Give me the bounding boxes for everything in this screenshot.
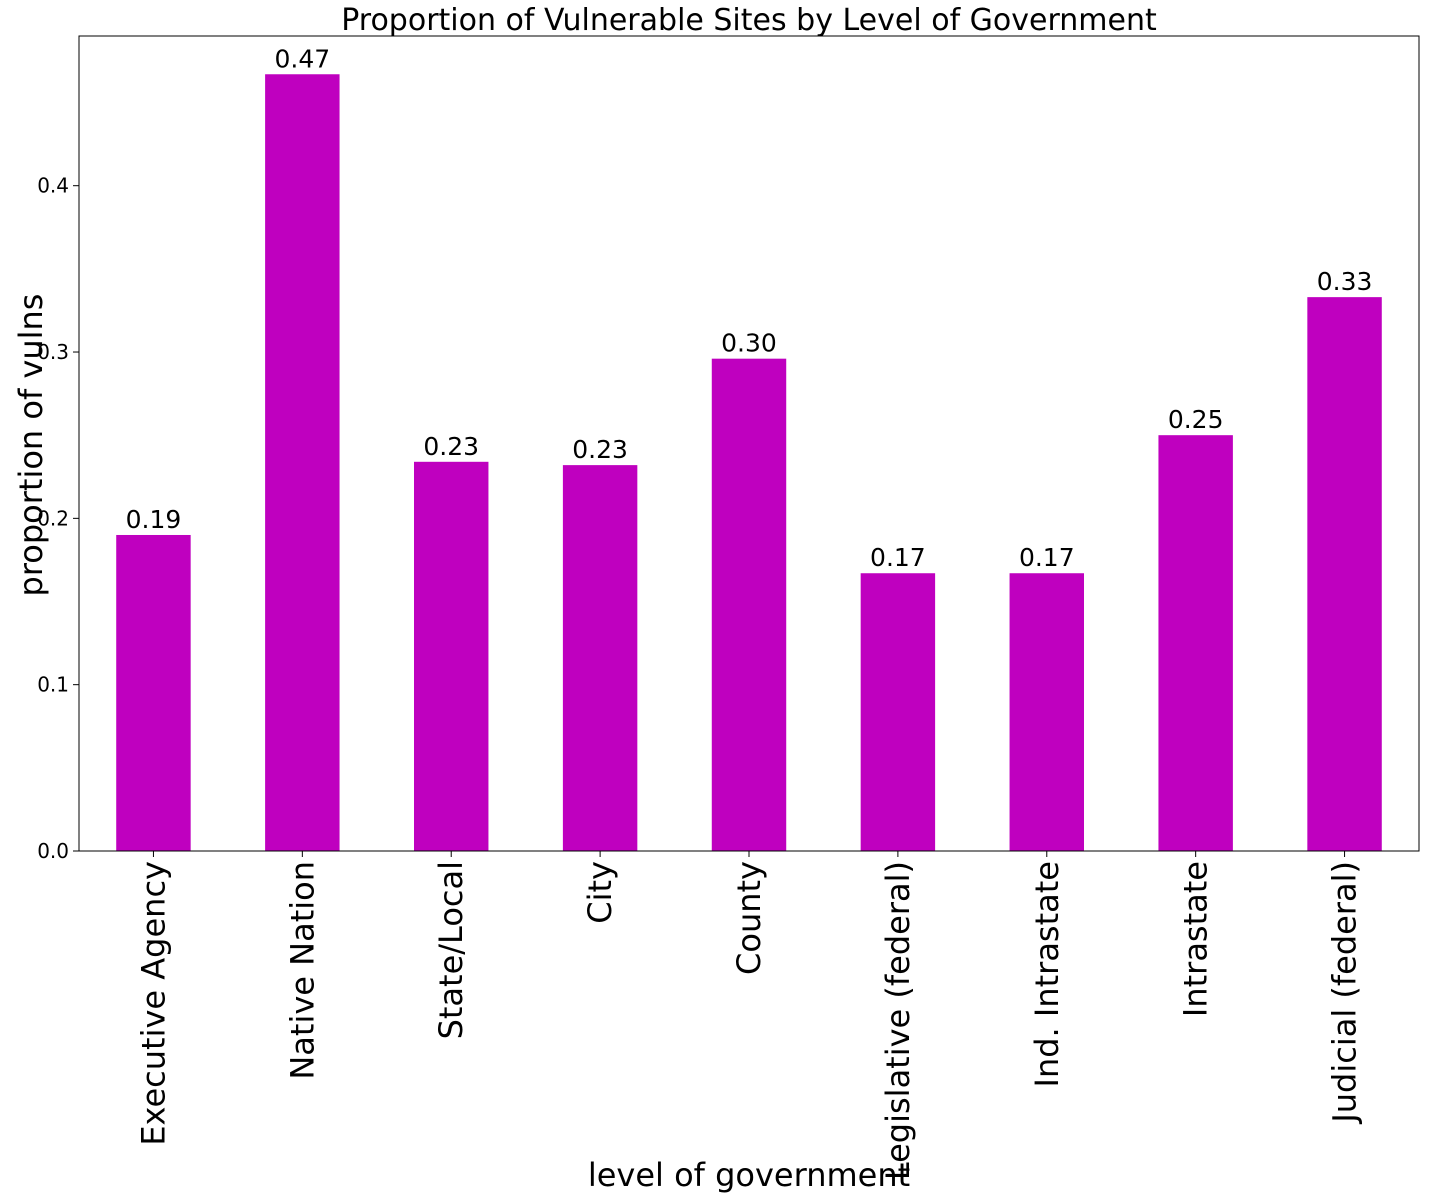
y-tick-label-4: 0.4 xyxy=(37,174,69,198)
x-axis: Executive Agency Native Nation State/Local… xyxy=(134,851,1364,1180)
x-axis-label: level of government xyxy=(588,1156,910,1194)
x-tick-label-0: Executive Agency xyxy=(134,861,172,1146)
y-tick-label-1: 0.1 xyxy=(37,673,69,697)
data-label-8: 0.33 xyxy=(1317,267,1373,296)
bars-layer xyxy=(116,74,1382,851)
x-tick-label-5: Legislative (federal) xyxy=(879,861,917,1180)
bar-8 xyxy=(1307,297,1382,851)
y-tick-label-0: 0.0 xyxy=(37,839,69,863)
x-tick-label-6: Ind. Intrastate xyxy=(1028,861,1066,1087)
data-label-0: 0.19 xyxy=(126,505,182,534)
bar-5 xyxy=(860,573,936,851)
bar-3 xyxy=(562,465,638,851)
x-tick-label-8: Judicial (federal) xyxy=(1326,861,1364,1125)
data-label-2: 0.23 xyxy=(423,432,479,461)
y-tick-label-3: 0.3 xyxy=(37,340,69,364)
x-tick-label-1: Native Nation xyxy=(283,861,321,1080)
y-axis-label: proportion of vulns xyxy=(12,294,50,597)
bar-1 xyxy=(265,74,340,851)
bar-2 xyxy=(414,461,489,851)
y-axis: 0.0 0.1 0.2 0.3 0.4 xyxy=(37,174,79,863)
chart-title: Proportion of Vulnerable Sites by Level … xyxy=(341,3,1157,38)
data-label-4: 0.30 xyxy=(721,329,777,358)
x-tick-label-2: State/Local xyxy=(432,861,470,1039)
bar-0 xyxy=(116,534,191,851)
bar-4 xyxy=(711,358,787,851)
y-tick-label-2: 0.2 xyxy=(37,506,69,530)
x-tick-label-7: Intrastate xyxy=(1177,861,1215,1017)
data-label-6: 0.17 xyxy=(1019,543,1075,572)
data-labels-layer: 0.19 0.47 0.23 0.23 0.30 0.17 0.17 0.25 0.33 xyxy=(126,44,1373,572)
data-label-7: 0.25 xyxy=(1168,405,1224,434)
x-tick-label-4: County xyxy=(730,861,768,975)
bar-7 xyxy=(1158,435,1233,851)
bar-6 xyxy=(1009,573,1084,851)
data-label-5: 0.17 xyxy=(870,543,926,572)
data-label-3: 0.23 xyxy=(572,435,628,464)
x-tick-label-3: City xyxy=(581,861,619,924)
data-label-1: 0.47 xyxy=(274,44,330,73)
